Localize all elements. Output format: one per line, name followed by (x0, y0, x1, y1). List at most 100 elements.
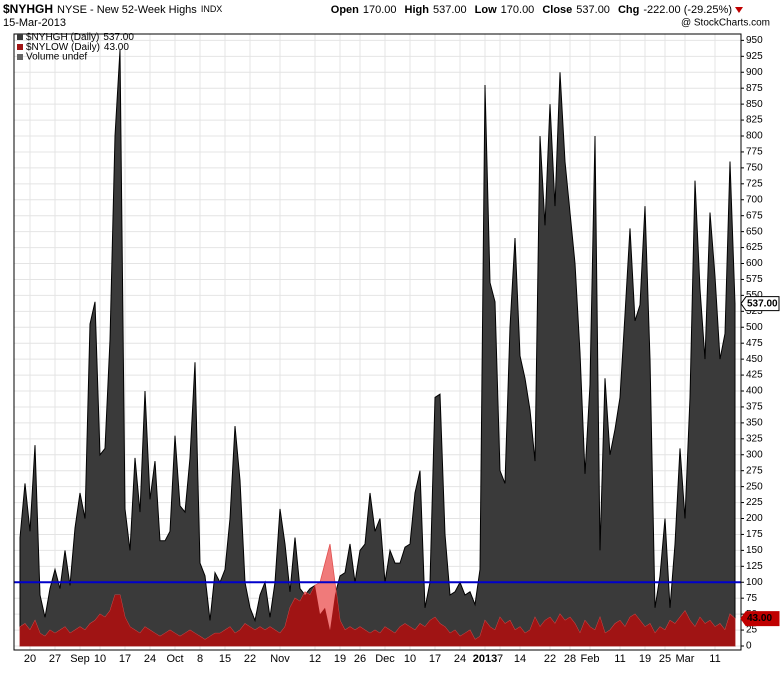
x-tick-label: 17 (119, 653, 131, 665)
subtitle: NYSE - New 52-Week Highs (57, 4, 197, 16)
y-tick-label: 925 (746, 51, 763, 62)
legend-swatch (17, 34, 23, 40)
y-tick-label: 900 (746, 67, 763, 78)
y-tick-label: 725 (746, 178, 763, 189)
exchange: INDX (201, 4, 223, 14)
x-tick-label: 11 (614, 653, 625, 665)
y-tick-label: 600 (746, 258, 763, 269)
y-tick-label: 500 (746, 322, 763, 333)
x-tick-label: 10 (94, 653, 106, 665)
y-tick-label: 700 (746, 194, 763, 205)
x-tick-label: Sep (70, 653, 90, 665)
legend-entry: $NYLOW (Daily) 43.00 (26, 42, 129, 53)
y-tick-label: 675 (746, 210, 763, 221)
x-tick-label: 15 (219, 653, 231, 665)
y-tick-label: 625 (746, 242, 763, 253)
y-tick-label: 950 (746, 35, 763, 46)
x-tick-label: 8 (197, 653, 203, 665)
y-tick-label: 875 (746, 83, 763, 94)
x-tick-label: 20 (24, 653, 36, 665)
y-tick-label: 775 (746, 147, 763, 158)
ticker: $NYHGH (3, 2, 53, 16)
y-tick-label: 550 (746, 290, 763, 301)
y-tick-label: 575 (746, 274, 763, 285)
date: 15-Mar-2013 (3, 17, 66, 29)
stat-value: 170.00 (363, 4, 397, 16)
y-tick-label: 400 (746, 386, 763, 397)
legend-name: $NYLOW (Daily) (26, 42, 100, 53)
legend-entry: $NYHGH (Daily) 537.00 (26, 32, 134, 43)
stat-value: -222.00 (-29.25%) (643, 4, 732, 16)
y-tick-label: 250 (746, 481, 763, 492)
nyhgh-area (19, 49, 736, 647)
x-tick-label: 12 (309, 653, 321, 665)
x-tick-label: 7 (497, 653, 503, 665)
y-tick-label: 75 (746, 593, 758, 604)
y-tick-label: 375 (746, 402, 763, 413)
nylow-area (20, 544, 735, 646)
plot-frame (13, 33, 742, 651)
y-tick-label: 175 (746, 529, 763, 540)
stats: Open 170.00 High 537.00 Low 170.00 Close 537.00… (331, 4, 732, 16)
x-tick-label: 22 (544, 653, 556, 665)
x-tick-label: 17 (429, 653, 441, 665)
y-tick-label: 25 (746, 625, 758, 636)
price-tag (740, 296, 780, 312)
x-tick-label: Oct (166, 653, 183, 665)
x-tick-label: Mar (676, 653, 695, 665)
stat-name: Chg (618, 4, 639, 16)
y-tick-label: 825 (746, 115, 763, 126)
legend-swatch (17, 44, 23, 50)
x-tick-label: 27 (49, 653, 61, 665)
stat-name: High (405, 4, 430, 16)
header-title: $NYHGH NYSE - New 52-Week Highs INDX (3, 2, 222, 16)
x-tick-label: 26 (354, 653, 366, 665)
y-tick-label: 475 (746, 338, 763, 349)
legend-name: $NYHGH (Daily) (26, 32, 99, 43)
y-tick-label: 225 (746, 497, 763, 508)
y-tick-label: 200 (746, 513, 763, 524)
stat-value: 170.00 (501, 4, 535, 16)
x-tick-label: Nov (270, 653, 290, 665)
y-tick-label: 650 (746, 226, 763, 237)
stat-name: Low (475, 4, 497, 16)
x-tick-label: 22 (244, 653, 256, 665)
y-tick-label: 450 (746, 354, 763, 365)
x-tick-label: 25 (659, 653, 671, 665)
y-tick-label: 850 (746, 99, 763, 110)
x-tick-label: 14 (514, 653, 526, 665)
source: @ StockCharts.com (681, 18, 770, 29)
x-tick-label: 2013 (473, 653, 497, 665)
legend-extra: Volume undef (26, 52, 87, 63)
stat-value: 537.00 (576, 4, 610, 16)
y-tick-label: 325 (746, 433, 763, 444)
stat-name: Open (331, 4, 359, 16)
stat-value: 537.00 (433, 4, 467, 16)
x-tick-label: 19 (639, 653, 651, 665)
price-tag (740, 611, 780, 627)
x-tick-label: 19 (334, 653, 346, 665)
legend-last: 537.00 (103, 32, 134, 43)
x-tick-label: 10 (404, 653, 416, 665)
y-tick-label: 300 (746, 449, 763, 460)
y-tick-label: 750 (746, 163, 763, 174)
x-tick-label: 24 (454, 653, 466, 665)
legend-swatch (17, 54, 23, 60)
y-tick-label: 150 (746, 545, 763, 556)
y-tick-label: 425 (746, 370, 763, 381)
x-tick-label: 28 (564, 653, 576, 665)
legend-last: 43.00 (104, 42, 129, 53)
y-tick-label: 800 (746, 131, 763, 142)
x-tick-label: Feb (581, 653, 600, 665)
y-tick-label: 350 (746, 418, 763, 429)
x-tick-label: 11 (709, 653, 720, 665)
y-tick-label: 275 (746, 465, 763, 476)
x-tick-label: 24 (144, 653, 156, 665)
down-arrow (735, 7, 743, 13)
price-tag-label: 43.00 (747, 613, 772, 624)
y-tick-label: 125 (746, 561, 763, 572)
y-tick-label: 525 (746, 306, 763, 317)
y-tick-label: 0 (746, 641, 752, 652)
x-tick-label: Dec (375, 653, 395, 665)
